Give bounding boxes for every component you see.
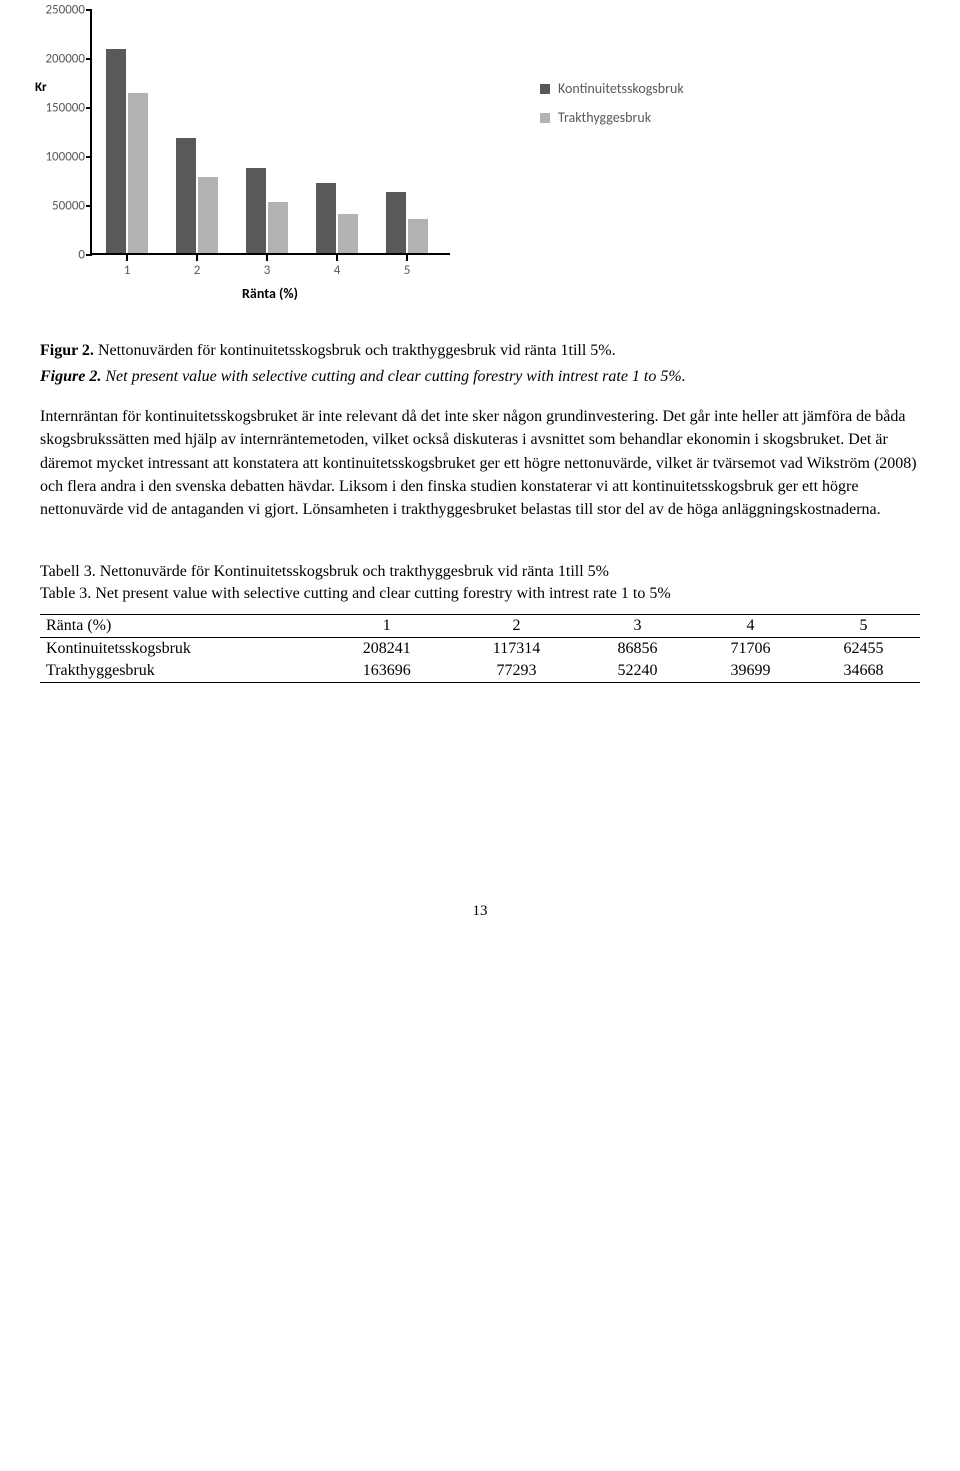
legend-swatch-icon (540, 84, 550, 94)
ytick-label: 0 (40, 248, 85, 263)
chart-bar (338, 214, 358, 253)
x-axis-line (90, 253, 450, 255)
xtick-label: 5 (387, 263, 427, 278)
table-cell: 71706 (694, 638, 807, 661)
xtick-label: 4 (317, 263, 357, 278)
table-col-header: 2 (452, 615, 581, 638)
table-label: Tabell 3. (40, 563, 96, 580)
legend-label: Trakthyggesbruk (558, 109, 651, 126)
table-caption-sv: Tabell 3. Nettonuvärde för Kontinuitetss… (40, 561, 920, 583)
page-number: 13 (40, 903, 920, 920)
ytick-mark (86, 156, 92, 158)
xtick-label: 1 (107, 263, 147, 278)
table-row: Kontinuitetsskogsbruk 208241 117314 8685… (40, 638, 920, 661)
table-col-header: 1 (322, 615, 452, 638)
table-row-label: Trakthyggesbruk (40, 660, 322, 683)
chart-bar (106, 49, 126, 253)
chart-legend: Kontinuitetsskogsbruk Trakthyggesbruk (540, 80, 684, 138)
table-cell: 39699 (694, 660, 807, 683)
chart-bar (246, 168, 266, 253)
table-caption-en: Table 3. Net present value with selectiv… (40, 583, 920, 605)
table-header-row: Ränta (%) 1 2 3 4 5 (40, 615, 920, 638)
body-paragraph: Internräntan för kontinuitetsskogsbruket… (40, 405, 920, 521)
table-col-header: 4 (694, 615, 807, 638)
chart-bar (268, 202, 288, 253)
table-cell: 163696 (322, 660, 452, 683)
figure-caption-en: Figure 2. Net present value with selecti… (40, 366, 920, 388)
table-corner-cell: Ränta (%) (40, 615, 322, 638)
chart-bar (408, 219, 428, 253)
bar-chart: Kr Ränta (%) 050000100000150000200000250… (40, 0, 460, 310)
table-cell: 86856 (581, 638, 694, 661)
table-col-header: 5 (807, 615, 920, 638)
chart-container: Kr Ränta (%) 050000100000150000200000250… (40, 0, 920, 310)
legend-item: Kontinuitetsskogsbruk (540, 80, 684, 97)
table-cell: 62455 (807, 638, 920, 661)
chart-bar (198, 177, 218, 253)
ytick-mark (86, 254, 92, 256)
figure-label-en: Figure 2. (40, 368, 101, 385)
chart-bar (176, 138, 196, 253)
figure-text-en: Net present value with selective cutting… (101, 368, 685, 385)
ytick-label: 150000 (40, 101, 85, 116)
ytick-label: 200000 (40, 52, 85, 67)
y-axis-line (90, 10, 92, 255)
legend-item: Trakthyggesbruk (540, 109, 684, 126)
table-row: Trakthyggesbruk 163696 77293 52240 39699… (40, 660, 920, 683)
x-axis-title: Ränta (%) (90, 285, 450, 302)
xtick-mark (196, 255, 198, 261)
table-text-en: Net present value with selective cutting… (91, 585, 670, 602)
table-cell: 52240 (581, 660, 694, 683)
xtick-mark (336, 255, 338, 261)
data-table: Ränta (%) 1 2 3 4 5 Kontinuitetsskogsbru… (40, 614, 920, 683)
table-label-en: Table 3. (40, 585, 91, 602)
xtick-label: 2 (177, 263, 217, 278)
ytick-label: 50000 (40, 199, 85, 214)
chart-bar (316, 183, 336, 253)
legend-label: Kontinuitetsskogsbruk (558, 80, 684, 97)
y-axis-title: Kr (35, 80, 47, 95)
figure-label: Figur 2. (40, 342, 94, 359)
table-row-label: Kontinuitetsskogsbruk (40, 638, 322, 661)
ytick-mark (86, 9, 92, 11)
xtick-mark (406, 255, 408, 261)
ytick-mark (86, 205, 92, 207)
ytick-mark (86, 107, 92, 109)
ytick-mark (86, 58, 92, 60)
table-cell: 117314 (452, 638, 581, 661)
chart-bar (386, 192, 406, 253)
table-cell: 34668 (807, 660, 920, 683)
table-cell: 77293 (452, 660, 581, 683)
table-cell: 208241 (322, 638, 452, 661)
table-col-header: 3 (581, 615, 694, 638)
legend-swatch-icon (540, 113, 550, 123)
xtick-label: 3 (247, 263, 287, 278)
ytick-label: 100000 (40, 150, 85, 165)
table-text: Nettonuvärde för Kontinuitetsskogsbruk o… (96, 563, 609, 580)
ytick-label: 250000 (40, 3, 85, 18)
figure-caption-sv: Figur 2. Nettonuvärden för kontinuitetss… (40, 340, 920, 362)
figure-text: Nettonuvärden för kontinuitetsskogsbruk … (94, 342, 616, 359)
xtick-mark (266, 255, 268, 261)
chart-bar (128, 93, 148, 253)
xtick-mark (126, 255, 128, 261)
